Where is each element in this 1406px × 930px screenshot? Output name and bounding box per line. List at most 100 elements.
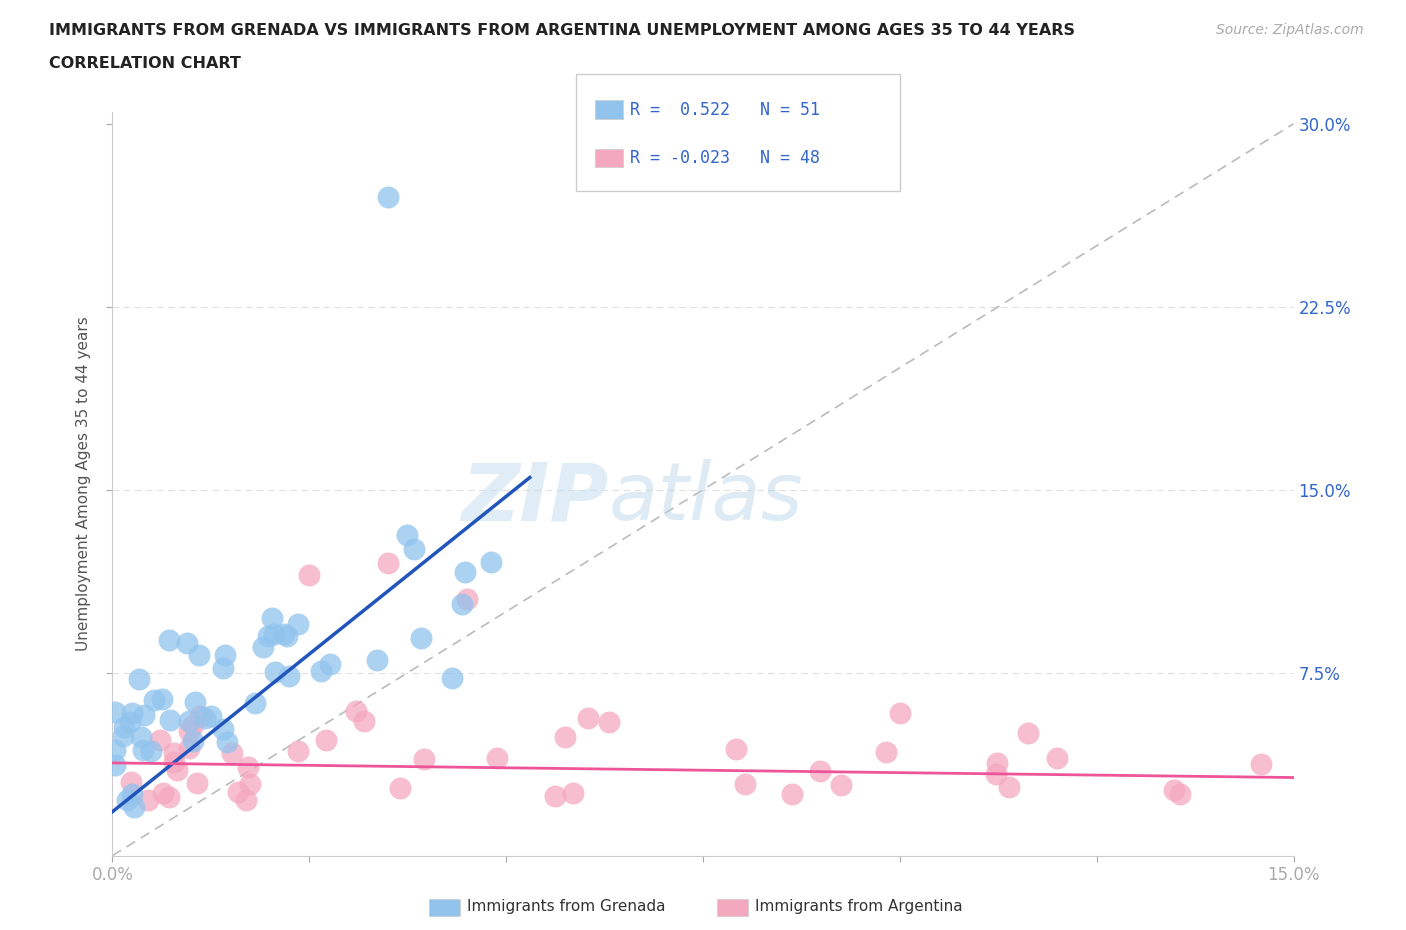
- Point: [298, 567, 321, 582]
- Point: [193, 711, 215, 726]
- Point: [544, 789, 567, 804]
- Point: [1250, 757, 1272, 772]
- Point: [157, 790, 180, 804]
- Point: [152, 786, 174, 801]
- Point: [262, 611, 284, 626]
- Point: [226, 785, 249, 800]
- Point: [132, 742, 155, 757]
- Point: [441, 671, 464, 685]
- Point: [177, 740, 200, 755]
- Text: CORRELATION CHART: CORRELATION CHART: [49, 56, 240, 71]
- Point: [481, 555, 503, 570]
- Point: [184, 694, 207, 709]
- Point: [236, 760, 259, 775]
- Point: [117, 792, 139, 807]
- Point: [986, 755, 1008, 770]
- Point: [215, 735, 238, 750]
- Point: [389, 781, 412, 796]
- Point: [181, 717, 204, 732]
- Point: [451, 596, 474, 611]
- Point: [235, 792, 257, 807]
- Point: [159, 713, 181, 728]
- Point: [112, 729, 135, 744]
- Point: [163, 754, 186, 769]
- Point: [1017, 725, 1039, 740]
- Point: [734, 777, 756, 791]
- Point: [239, 777, 262, 791]
- Point: [1163, 782, 1185, 797]
- Point: [875, 744, 897, 759]
- Point: [808, 764, 831, 778]
- Text: ZIP: ZIP: [461, 459, 609, 538]
- Point: [252, 640, 274, 655]
- Y-axis label: Unemployment Among Ages 35 to 44 years: Unemployment Among Ages 35 to 44 years: [76, 316, 91, 651]
- Point: [561, 785, 583, 800]
- Point: [136, 792, 159, 807]
- Point: [212, 722, 235, 737]
- Point: [212, 660, 235, 675]
- Text: IMMIGRANTS FROM GRENADA VS IMMIGRANTS FROM ARGENTINA UNEMPLOYMENT AMONG AGES 35 : IMMIGRANTS FROM GRENADA VS IMMIGRANTS FR…: [49, 23, 1076, 38]
- Point: [276, 629, 298, 644]
- Point: [177, 714, 200, 729]
- Point: [112, 720, 135, 735]
- Point: [177, 724, 200, 739]
- Point: [780, 786, 803, 801]
- Point: [263, 665, 285, 680]
- Point: [554, 730, 576, 745]
- Point: [1046, 751, 1069, 765]
- Point: [287, 617, 309, 631]
- Point: [134, 708, 156, 723]
- Point: [150, 691, 173, 706]
- Point: [486, 751, 509, 765]
- Point: [190, 709, 212, 724]
- Point: [149, 733, 172, 748]
- Point: [413, 751, 436, 766]
- Point: [273, 626, 295, 641]
- Text: R =  0.522   N = 51: R = 0.522 N = 51: [630, 100, 820, 119]
- Point: [984, 766, 1007, 781]
- Point: [104, 704, 127, 719]
- Point: [221, 745, 243, 760]
- Point: [287, 744, 309, 759]
- Point: [120, 775, 142, 790]
- Text: Immigrants from Argentina: Immigrants from Argentina: [755, 899, 963, 914]
- Point: [998, 779, 1021, 794]
- Point: [176, 635, 198, 650]
- Point: [576, 711, 599, 725]
- Point: [377, 190, 399, 205]
- Point: [311, 663, 333, 678]
- Point: [121, 787, 143, 802]
- Point: [186, 776, 208, 790]
- Point: [181, 734, 204, 749]
- Point: [456, 592, 478, 607]
- Point: [344, 703, 367, 718]
- Point: [454, 565, 477, 579]
- Point: [142, 693, 165, 708]
- Text: R = -0.023   N = 48: R = -0.023 N = 48: [630, 149, 820, 167]
- Point: [889, 706, 911, 721]
- Point: [188, 648, 211, 663]
- Text: Source: ZipAtlas.com: Source: ZipAtlas.com: [1216, 23, 1364, 37]
- Point: [277, 669, 299, 684]
- Point: [122, 799, 145, 814]
- Point: [353, 714, 375, 729]
- Point: [724, 741, 747, 756]
- Point: [104, 758, 127, 773]
- Point: [104, 743, 127, 758]
- Point: [409, 631, 432, 645]
- Point: [366, 652, 388, 667]
- Point: [139, 744, 162, 759]
- Point: [1168, 787, 1191, 802]
- Point: [402, 541, 425, 556]
- Point: [157, 633, 180, 648]
- Text: Immigrants from Grenada: Immigrants from Grenada: [467, 899, 665, 914]
- Point: [162, 746, 184, 761]
- Point: [128, 671, 150, 686]
- Point: [263, 627, 285, 642]
- Point: [129, 729, 152, 744]
- Point: [200, 709, 222, 724]
- Point: [395, 528, 418, 543]
- Point: [377, 555, 399, 570]
- Point: [598, 714, 620, 729]
- Point: [318, 657, 340, 671]
